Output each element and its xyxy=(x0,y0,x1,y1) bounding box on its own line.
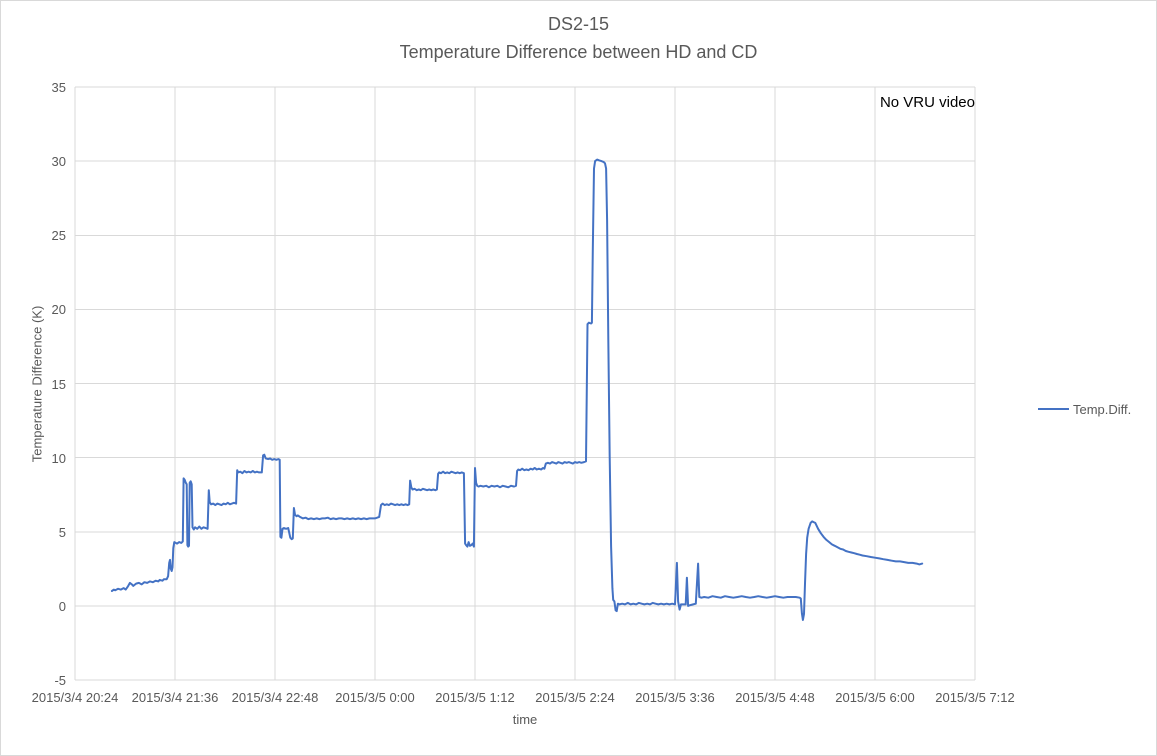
x-tick-label: 2015/3/5 6:00 xyxy=(835,690,915,705)
y-tick-label: 30 xyxy=(51,154,66,170)
x-tick-label: 2015/3/5 2:24 xyxy=(535,690,615,705)
y-tick-label: 5 xyxy=(58,524,66,540)
x-tick-label: 2015/3/5 7:12 xyxy=(935,690,1015,705)
series-group xyxy=(110,158,924,621)
x-tick-label: 2015/3/5 4:48 xyxy=(735,690,815,705)
y-tick-label: 25 xyxy=(51,228,66,244)
legend[interactable]: Temp.Diff. xyxy=(1038,400,1131,418)
x-tick-label: 2015/3/4 22:48 xyxy=(231,690,319,705)
x-tick-label: 2015/3/4 20:24 xyxy=(31,690,119,705)
gridlines xyxy=(74,86,976,681)
series-line-temp-diff[interactable] xyxy=(110,158,924,621)
y-tick-label: 35 xyxy=(51,80,66,95)
x-tick-label: 2015/3/5 3:36 xyxy=(635,690,715,705)
legend-line-swatch xyxy=(1038,408,1069,410)
legend-label: Temp.Diff. xyxy=(1073,401,1132,417)
y-tick-label: 20 xyxy=(51,302,66,318)
y-tick-label: 15 xyxy=(51,376,66,392)
x-tick-label: 2015/3/4 21:36 xyxy=(131,690,219,705)
x-tick-label: 2015/3/5 0:00 xyxy=(335,690,415,705)
y-tick-label: -5 xyxy=(54,673,66,688)
annotation-no-vru-video[interactable]: No VRU video xyxy=(879,94,975,111)
y-tick-label: 10 xyxy=(51,450,66,466)
x-tick-label: 2015/3/5 1:12 xyxy=(435,690,515,705)
chart-title-line1: DS2-15 xyxy=(547,14,610,34)
chart-title-line2: Temperature Difference between HD and CD xyxy=(399,42,758,62)
y-tick-label: 0 xyxy=(58,598,66,614)
x-axis-title: time xyxy=(512,712,538,727)
